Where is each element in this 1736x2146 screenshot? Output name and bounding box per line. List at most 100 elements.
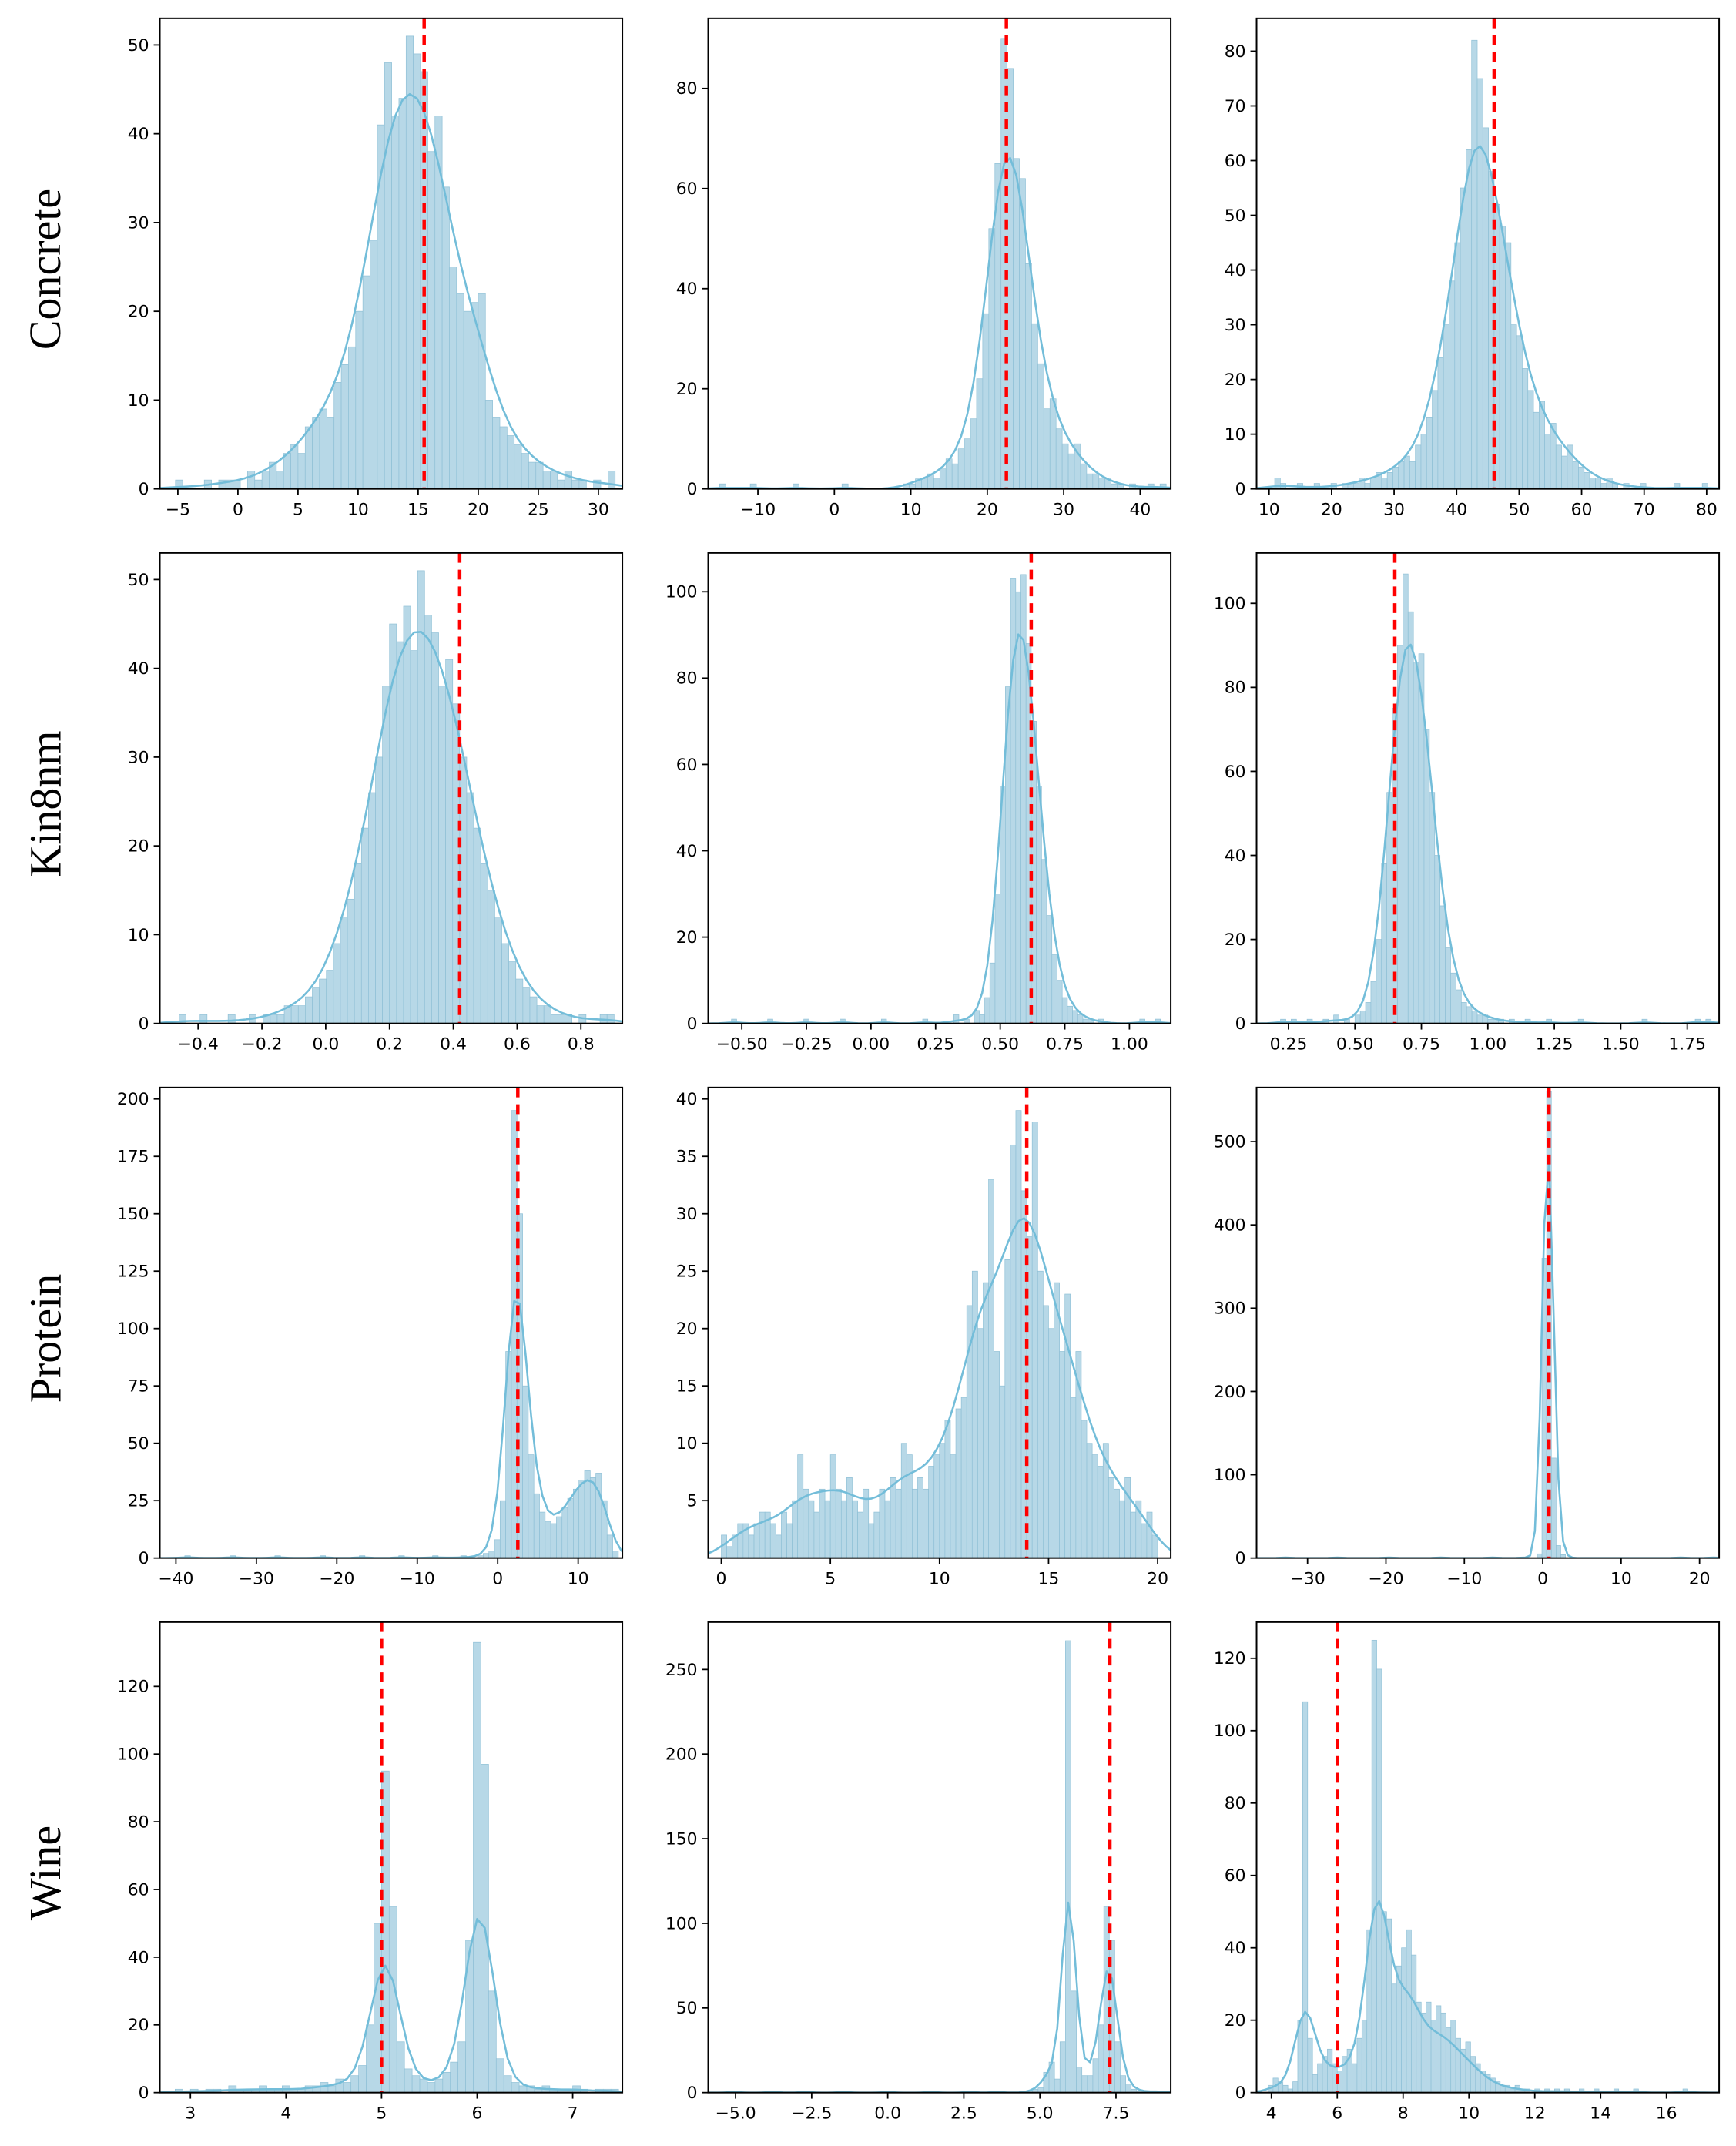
- histogram-bar: [488, 1551, 495, 1558]
- row-label-concrete: Concrete: [20, 188, 71, 350]
- histogram-bar: [1059, 1351, 1066, 1558]
- histogram-bar: [290, 1005, 299, 1024]
- histogram-bar: [1381, 1911, 1387, 2093]
- histogram-bar: [957, 448, 965, 489]
- histogram-bar: [1407, 611, 1414, 1024]
- histogram-bar: [933, 478, 940, 489]
- x-tick-label: −20: [319, 1569, 354, 1588]
- kde-curve: [159, 92, 623, 489]
- histogram-plot-kin8nm-2: −0.50 −0.25 0.00 0.25 0.50 0.75 1.00 0 20 40 60 80 1…: [665, 552, 1172, 1054]
- histogram-bar: [1037, 1270, 1044, 1558]
- histogram-bar: [1454, 242, 1461, 489]
- x-tick-label: 40: [1446, 500, 1467, 519]
- x-tick-label: 10: [900, 500, 922, 519]
- histogram-bar: [868, 1523, 875, 1558]
- x-tick-label: 10: [1458, 2104, 1480, 2123]
- histogram-bar: [545, 1521, 551, 1558]
- y-tick-label: 60: [676, 179, 698, 199]
- plot-cell-protein-3: −30 −20 −10 0 10 20 0 100 200 300 400 500: [1188, 1071, 1736, 1605]
- y-tick-label: 0: [687, 480, 698, 499]
- histogram-bar: [808, 1500, 815, 1558]
- histogram-bar: [494, 1539, 501, 1558]
- histogram-bar: [333, 943, 341, 1024]
- histogram-bar: [1391, 1983, 1397, 2093]
- histogram-bar: [1081, 2075, 1088, 2093]
- x-tick-label: 0: [716, 1569, 727, 1588]
- histogram-bar: [391, 116, 400, 489]
- histogram-bar: [1098, 478, 1106, 489]
- x-tick-label: −30: [239, 1569, 274, 1588]
- histogram-bar: [571, 479, 580, 489]
- y-tick-label: 0: [1235, 2084, 1246, 2103]
- histogram-bar: [276, 471, 284, 489]
- plot-cell-protein-2: 0 5 10 15 20 5 10 15 20 25 30 35 40: [639, 1071, 1188, 1605]
- histogram-bar: [473, 1641, 481, 2093]
- histogram-bar: [1317, 2063, 1323, 2093]
- histogram-bar: [457, 2041, 466, 2093]
- histogram-bars: [184, 1110, 619, 1558]
- histogram-bar: [366, 2024, 374, 2093]
- histogram-bar: [1471, 39, 1478, 489]
- y-tick-label: 100: [1214, 1466, 1246, 1485]
- histogram-bar: [1031, 1122, 1038, 1558]
- row-label-protein: Protein: [20, 1273, 71, 1403]
- histogram-bar: [1437, 357, 1444, 489]
- x-tick-label: 12: [1524, 2104, 1546, 2123]
- x-tick-label: −0.4: [178, 1034, 219, 1054]
- x-tick-label: 16: [1656, 2104, 1677, 2123]
- x-tick-label: 50: [1508, 500, 1530, 519]
- histogram-bar: [1439, 905, 1446, 1024]
- histogram-bar: [1572, 461, 1579, 489]
- kde-curve: [708, 1217, 1171, 1555]
- y-tick-label: 60: [676, 756, 698, 775]
- histogram-bar: [994, 894, 1001, 1024]
- histogram-bar: [1456, 989, 1462, 1024]
- x-tick-label: −0.50: [716, 1034, 768, 1054]
- histogram-bar: [494, 917, 502, 1024]
- histogram-bar: [984, 997, 990, 1024]
- histogram-bar: [1420, 2012, 1427, 2093]
- histogram-bar: [1067, 453, 1075, 489]
- y-tick-label: 0: [139, 2084, 149, 2103]
- histogram-bar: [319, 408, 327, 489]
- histogram-bar: [419, 2078, 428, 2093]
- histogram-bar: [1361, 2020, 1368, 2093]
- histogram-bar: [247, 471, 256, 489]
- x-tick-label: 20: [468, 500, 489, 519]
- y-tick-label: 20: [1225, 371, 1246, 390]
- y-tick-label: 80: [676, 79, 698, 99]
- y-tick-label: 0: [139, 1549, 149, 1568]
- row-label-cell-concrete: Concrete: [0, 2, 91, 536]
- histogram-bar: [1426, 417, 1433, 489]
- histogram-bar: [797, 1454, 804, 1558]
- histogram-bar: [1004, 1259, 1011, 1558]
- histogram-bar: [276, 1014, 285, 1024]
- x-tick-label: 30: [1383, 500, 1405, 519]
- x-tick-label: 0.25: [917, 1034, 954, 1054]
- histogram-bar: [1092, 473, 1100, 489]
- histogram-bar: [753, 1523, 760, 1558]
- histogram-bar: [382, 686, 390, 1024]
- histogram-bar: [974, 1010, 980, 1024]
- histogram-bar: [350, 2075, 359, 2093]
- x-tick-label: 14: [1590, 2104, 1611, 2123]
- y-tick-label: 0: [1235, 480, 1246, 499]
- y-tick-label: 35: [676, 1148, 698, 1167]
- axes-frame: [1255, 552, 1721, 1024]
- histogram-bar: [427, 151, 436, 489]
- y-tick-label: 40: [1225, 1939, 1246, 1958]
- histogram-bar: [199, 1014, 208, 1024]
- histogram-bar: [769, 1523, 776, 1558]
- histogram-bar: [726, 1546, 733, 1558]
- x-tick-label: 7.5: [1103, 2104, 1130, 2123]
- y-tick-label: 40: [676, 842, 698, 861]
- y-tick-label: 300: [1214, 1299, 1246, 1319]
- histogram-bar: [1450, 2020, 1456, 2093]
- histogram-bar: [1499, 226, 1506, 489]
- axes-frame: [707, 1621, 1172, 2094]
- histogram-bar: [557, 479, 565, 489]
- y-tick-label: 40: [1225, 847, 1246, 866]
- x-tick-label: 8: [1398, 2104, 1409, 2123]
- row-label-wine: Wine: [20, 1825, 71, 1920]
- y-tick-label: 0: [687, 1014, 698, 1034]
